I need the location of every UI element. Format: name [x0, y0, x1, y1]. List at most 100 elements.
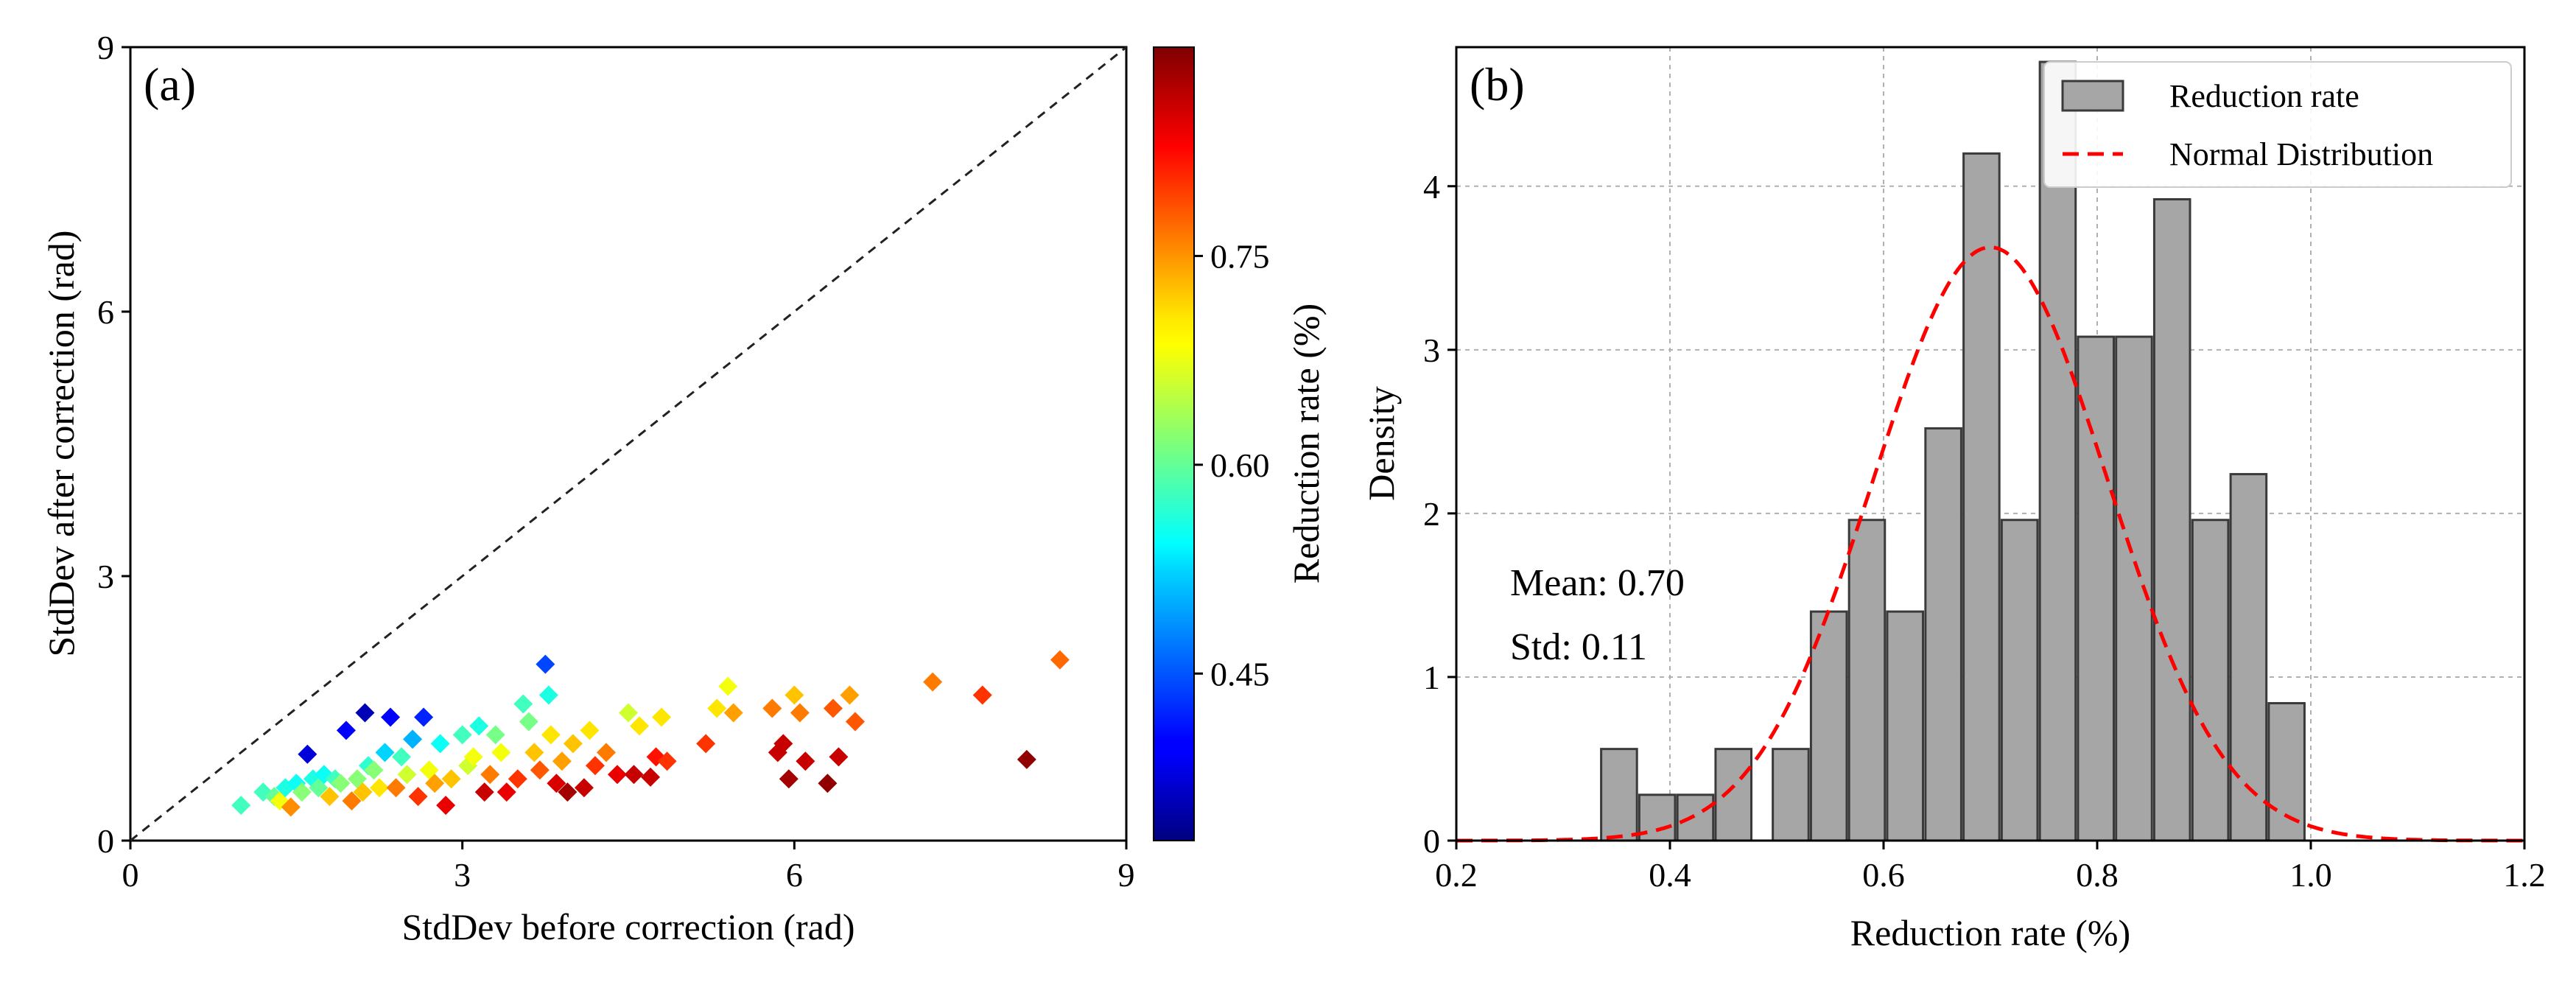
- scatter-point: [657, 751, 677, 771]
- histogram-bar: [2191, 519, 2230, 842]
- scatter-point: [840, 685, 860, 705]
- y-tick-label: 2: [1423, 495, 1440, 533]
- histogram-bar: [1886, 610, 1925, 842]
- scatter-point: [530, 760, 550, 780]
- panel-b-x-axis-label: Reduction rate (%): [1850, 912, 2130, 953]
- histogram-bar: [2152, 198, 2191, 842]
- x-tick-label: 1.2: [2503, 856, 2546, 894]
- scatter-point: [785, 685, 804, 705]
- scatter-point: [524, 743, 544, 763]
- scatter-point: [563, 734, 583, 754]
- scatter-point: [480, 765, 500, 785]
- scatter-point: [430, 734, 450, 754]
- scatter-point: [972, 685, 992, 705]
- scatter-point: [818, 774, 838, 793]
- x-tick-label: 9: [1118, 856, 1135, 894]
- panel-b-y-axis-label: Density: [1361, 386, 1402, 501]
- scatter-point: [519, 712, 538, 732]
- scatter-point: [403, 729, 423, 749]
- colorbar-ticks: 0.45 0.60 0.75: [1194, 237, 1270, 693]
- scatter-point: [580, 721, 600, 740]
- scatter-point: [607, 765, 627, 785]
- colorbar: [1153, 46, 1195, 841]
- scatter-point: [630, 716, 650, 736]
- scatter-point: [619, 703, 638, 723]
- scatter-point: [845, 712, 865, 732]
- scatter-point: [381, 707, 401, 727]
- scatter-point: [425, 774, 445, 793]
- scatter-point: [414, 707, 434, 727]
- x-tick-label: 0.2: [1435, 856, 1478, 894]
- mean-annotation: Mean: 0.70: [1510, 562, 1685, 604]
- histogram-bar: [2038, 60, 2077, 842]
- scatter-point: [408, 787, 428, 807]
- scatter-point: [762, 698, 782, 718]
- y-tick-label: 6: [97, 293, 114, 331]
- scatter-point: [355, 703, 375, 723]
- scatter-point: [513, 694, 533, 714]
- panel-a-points: [231, 650, 1070, 817]
- x-tick-label: 3: [454, 856, 471, 894]
- panel-a-y-axis-label: StdDev after correction (rad): [41, 231, 82, 657]
- scatter-point: [508, 769, 527, 789]
- x-tick-label: 1.0: [2289, 856, 2332, 894]
- scatter-point: [485, 725, 505, 745]
- legend-swatch-bar: [2061, 80, 2124, 112]
- histogram-bar: [1924, 427, 1962, 842]
- scatter-point: [723, 703, 743, 723]
- panel-a-x-axis-label: StdDev before correction (rad): [402, 906, 855, 947]
- legend-box: [2043, 61, 2512, 188]
- histogram-bar: [2077, 335, 2115, 842]
- scatter-point: [696, 734, 716, 754]
- scatter-point: [823, 698, 843, 718]
- y-tick-label: 3: [1423, 332, 1440, 369]
- scatter-point: [923, 672, 943, 692]
- y-tick-label: 1: [1423, 659, 1440, 696]
- panel-b-plot-border: [1455, 46, 2526, 842]
- panel-b-ticks: 0.2 0.4 0.6 0.8 1.0 1.2 0 1 2 3 4: [1423, 168, 2546, 894]
- scatter-point: [392, 747, 412, 767]
- scatter-point: [779, 769, 799, 789]
- x-tick-label: 0: [122, 856, 139, 894]
- scatter-point: [829, 747, 849, 767]
- scatter-point: [320, 787, 340, 807]
- scatter-point: [1050, 650, 1070, 670]
- legend-label-reduction-rate: Reduction rate: [2169, 78, 2359, 114]
- panel-b-label: (b): [1470, 58, 1525, 111]
- scatter-point: [452, 725, 472, 745]
- scatter-point: [585, 756, 605, 776]
- scatter-point: [718, 676, 738, 696]
- scatter-point: [342, 791, 362, 811]
- scatter-point: [441, 769, 461, 789]
- scatter-point: [796, 751, 815, 771]
- scatter-point: [547, 774, 566, 793]
- legend-label-normal: Normal Distribution: [2169, 136, 2433, 172]
- histogram-bar: [1676, 793, 1715, 842]
- scatter-point: [370, 778, 389, 798]
- histogram-bar: [1772, 748, 1810, 842]
- histogram-bar: [2000, 519, 2039, 842]
- scatter-point: [1017, 749, 1036, 769]
- scatter-point: [558, 782, 578, 802]
- scatter-point: [641, 767, 661, 787]
- scatter-point: [773, 734, 793, 754]
- scatter-point: [491, 743, 511, 763]
- histogram-bar: [2115, 335, 2153, 842]
- y-tick-label: 0: [1423, 822, 1440, 860]
- y-tick-label: 0: [97, 822, 114, 860]
- scatter-point: [538, 685, 558, 705]
- histogram-bar: [1714, 748, 1753, 842]
- scatter-point: [574, 778, 594, 798]
- x-tick-label: 0.4: [1649, 856, 1691, 894]
- scatter-point: [652, 707, 672, 727]
- panel-a: 0 3 6 9 0 3 6 9 (a) StdDev before correction (r…: [41, 29, 1327, 947]
- colorbar-tick-label: 0.75: [1210, 237, 1270, 275]
- panel-a-label: (a): [144, 58, 196, 111]
- panel-b-normal-curve: [1456, 245, 2524, 843]
- scatter-point: [292, 782, 312, 802]
- y-tick-label: 4: [1423, 168, 1440, 206]
- scatter-point: [469, 716, 489, 736]
- scatter-point: [331, 774, 351, 793]
- scatter-point: [790, 703, 810, 723]
- x-tick-label: 0.8: [2076, 856, 2119, 894]
